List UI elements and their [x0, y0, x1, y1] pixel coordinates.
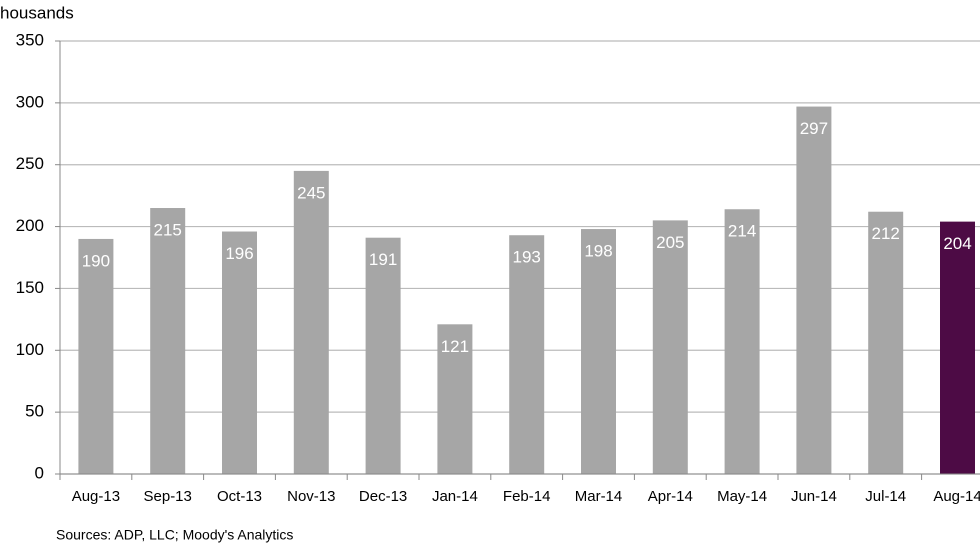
- data-label: 297: [800, 119, 828, 138]
- x-tick-label: Apr-14: [648, 488, 693, 505]
- y-tick-label: 50: [25, 402, 44, 421]
- y-tick-label: 250: [16, 154, 44, 173]
- bar: [868, 211, 904, 474]
- bar: [222, 231, 257, 474]
- y-tick-label: 350: [16, 30, 44, 49]
- bar: [652, 220, 688, 474]
- y-tick-label: 300: [16, 92, 44, 111]
- x-tick-label: Feb-14: [503, 488, 551, 505]
- bar: [437, 324, 473, 474]
- source-note: Sources: ADP, LLC; Moody's Analytics: [56, 527, 293, 543]
- data-label: 193: [513, 248, 541, 267]
- x-tick-label: Sep-13: [144, 488, 192, 505]
- bar: [365, 237, 401, 474]
- data-label: 190: [82, 251, 110, 270]
- bar: [293, 170, 329, 474]
- bar: [796, 106, 832, 474]
- data-label: 191: [369, 250, 397, 269]
- data-label: 204: [943, 234, 971, 253]
- x-tick-label: Mar-14: [575, 488, 623, 505]
- data-label: 198: [584, 242, 612, 261]
- x-tick-label: Aug-13: [72, 488, 120, 505]
- y-tick-label: 100: [16, 340, 44, 359]
- x-tick-label: Jan-14: [432, 488, 478, 505]
- x-tick-label: Aug-14: [933, 488, 980, 505]
- y-tick-label: 150: [16, 278, 44, 297]
- data-label: 245: [297, 183, 325, 202]
- x-tick-label: Jul-14: [865, 488, 906, 505]
- bar: [509, 235, 545, 474]
- y-axis-title: housands: [0, 3, 74, 22]
- x-tick-label: Jun-14: [791, 488, 837, 505]
- data-label: 121: [441, 337, 469, 356]
- data-label: 196: [225, 244, 253, 263]
- bar: [150, 208, 186, 474]
- x-tick-label: Oct-13: [217, 488, 262, 505]
- y-tick-label: 0: [35, 463, 44, 482]
- data-label: 214: [728, 222, 756, 241]
- data-label: 212: [872, 224, 900, 243]
- bar: [78, 238, 114, 474]
- y-tick-label: 200: [16, 216, 44, 235]
- x-tick-label: Dec-13: [359, 488, 407, 505]
- x-tick-label: May-14: [717, 488, 767, 505]
- bar: [940, 221, 975, 474]
- data-label: 215: [154, 220, 182, 239]
- data-label: 205: [656, 233, 684, 252]
- x-tick-label: Nov-13: [287, 488, 335, 505]
- bar: [724, 209, 760, 474]
- bar: [581, 229, 616, 474]
